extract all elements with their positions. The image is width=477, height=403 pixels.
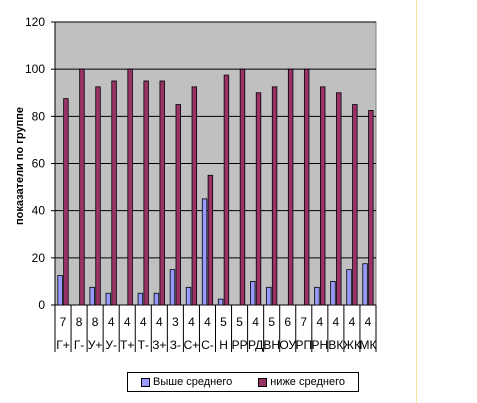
category-number-6: 4	[156, 315, 163, 329]
bar-below-9	[207, 174, 214, 306]
legend-item-series-2: ниже среднего	[258, 376, 345, 388]
legend-swatch-series-1	[141, 377, 150, 387]
category-label-18: ЖК	[343, 338, 361, 352]
page-border-line	[416, 0, 417, 403]
y-tick-label-3: 60	[32, 157, 46, 171]
bar-below-5	[143, 80, 149, 306]
bar-above-17	[330, 281, 336, 306]
bar-above-7	[169, 269, 176, 306]
bar-above-19	[362, 263, 368, 306]
bar-below-6	[159, 80, 165, 306]
category-label-0: Г+	[56, 338, 70, 352]
category-label-3: У-	[105, 338, 117, 352]
category-label-13: ВН	[263, 338, 280, 352]
y-tick-label-6: 120	[25, 15, 45, 29]
bar-below-2	[95, 86, 101, 306]
category-number-8: 4	[188, 315, 195, 329]
bar-above-6	[153, 292, 160, 306]
category-label-15: РП	[295, 338, 312, 352]
bar-above-10	[217, 298, 224, 306]
bar-above-2	[89, 286, 95, 306]
category-label-5: Т-	[138, 338, 149, 352]
category-number-1: 8	[76, 315, 83, 329]
category-label-12: РД	[248, 338, 263, 352]
bar-below-17	[336, 92, 342, 306]
bar-above-3	[105, 292, 111, 306]
category-number-0: 7	[60, 315, 67, 329]
category-label-11: РР	[232, 338, 248, 352]
bar-below-3	[111, 80, 117, 306]
category-label-17: ВК	[328, 338, 343, 352]
category-number-5: 4	[140, 315, 147, 329]
bar-below-0	[63, 98, 69, 306]
category-number-3: 4	[108, 315, 115, 329]
category-number-7: 3	[172, 315, 179, 329]
bar-above-5	[137, 292, 144, 306]
bar-above-16	[314, 286, 320, 306]
y-tick-label-0: 0	[38, 298, 45, 312]
legend-swatch-series-2	[258, 377, 268, 387]
y-tick-label-1: 20	[32, 251, 46, 265]
bar-below-7	[175, 104, 181, 306]
category-number-18: 4	[349, 315, 356, 329]
category-number-11: 5	[236, 315, 243, 329]
bar-above-9	[201, 198, 208, 306]
y-axis-label: показатели по группе	[14, 107, 26, 225]
category-label-8: С+	[184, 338, 200, 352]
category-label-10: Н	[219, 338, 228, 352]
bar-below-11	[239, 68, 246, 306]
category-label-19: МК	[359, 338, 376, 352]
category-number-19: 4	[365, 315, 372, 329]
bar-below-16	[320, 86, 326, 306]
legend-label-series-1: Выше среднего	[153, 376, 233, 388]
bar-below-14	[287, 68, 294, 306]
category-label-9: С-	[201, 338, 214, 352]
y-tick-label-5: 100	[25, 62, 45, 76]
category-label-2: У+	[88, 338, 103, 352]
category-number-2: 8	[92, 315, 99, 329]
bar-above-12	[250, 281, 256, 306]
bar-below-4	[127, 68, 133, 306]
bar-below-1	[79, 68, 85, 306]
category-label-6: З+	[152, 338, 166, 352]
bar-below-19	[368, 110, 374, 306]
category-number-17: 4	[333, 315, 340, 329]
category-number-13: 5	[268, 315, 275, 329]
bar-above-0	[57, 275, 63, 306]
y-tick-label-2: 40	[32, 204, 46, 218]
bar-above-13	[266, 286, 272, 306]
bar-below-12	[255, 92, 262, 306]
bar-below-13	[271, 86, 278, 306]
category-label-16: РН	[311, 338, 328, 352]
category-number-10: 5	[220, 315, 227, 329]
legend-item-series-1: Выше среднего	[141, 376, 232, 388]
category-number-15: 7	[300, 315, 307, 329]
legend: Выше среднего ниже среднего	[127, 372, 359, 392]
category-number-16: 4	[316, 315, 323, 329]
legend-label-series-2: ниже среднего	[270, 376, 345, 388]
category-number-14: 6	[284, 315, 291, 329]
bar-below-10	[223, 74, 230, 306]
category-number-9: 4	[204, 315, 211, 329]
category-label-7: З-	[170, 338, 181, 352]
category-label-4: Т+	[120, 338, 134, 352]
category-number-12: 4	[252, 315, 259, 329]
bar-above-8	[185, 286, 192, 306]
bar-below-15	[303, 68, 310, 306]
category-label-14: ОУ	[279, 338, 296, 352]
bar-below-18	[352, 104, 358, 306]
bar-below-8	[191, 86, 198, 306]
category-number-4: 4	[124, 315, 131, 329]
y-tick-label-4: 80	[32, 109, 46, 123]
category-label-1: Г-	[74, 338, 85, 352]
bar-above-18	[346, 269, 352, 306]
